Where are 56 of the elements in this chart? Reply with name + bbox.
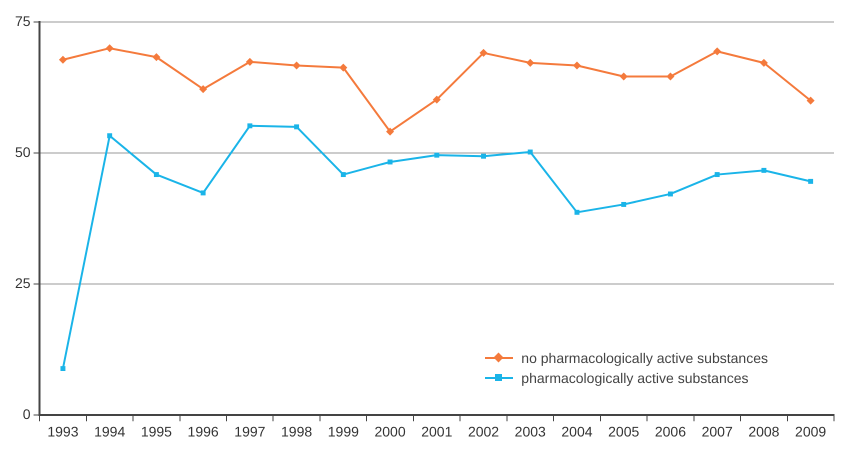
x-tick-label: 1997: [234, 423, 266, 440]
point: [713, 47, 722, 56]
point: [60, 366, 66, 372]
point: [294, 124, 300, 130]
legend-label: no pharmacologically active substances: [521, 350, 768, 366]
x-tick-label: 2003: [514, 423, 546, 440]
point: [574, 210, 580, 215]
x-tick-label: 2002: [468, 423, 500, 440]
point: [760, 58, 768, 67]
point: [107, 133, 112, 138]
x-tick-label: 2007: [702, 423, 733, 440]
point: [714, 172, 720, 178]
x-tick-label: 1994: [94, 423, 126, 440]
x-tick-label: 2008: [748, 423, 780, 440]
x-tick-label: 2004: [561, 423, 593, 440]
x-tick-label: 1999: [328, 423, 360, 440]
point: [481, 154, 486, 159]
point: [106, 44, 114, 52]
point: [340, 172, 346, 178]
point: [434, 152, 440, 158]
point: [668, 191, 673, 196]
point: [620, 72, 628, 81]
point: [154, 172, 159, 178]
legend-label: pharmacologically active substances: [521, 370, 749, 386]
point: [292, 62, 301, 70]
point: [761, 168, 766, 173]
y-tick-label: 25: [14, 274, 31, 291]
point: [200, 190, 206, 196]
x-tick-label: 1995: [140, 423, 172, 440]
x-tick-label: 1998: [281, 423, 312, 440]
y-tick-label: 75: [14, 12, 31, 29]
point: [58, 56, 67, 64]
point: [480, 48, 488, 57]
point: [246, 58, 254, 66]
point: [247, 123, 252, 128]
point: [528, 150, 533, 154]
point: [388, 160, 393, 164]
point: [526, 58, 534, 67]
point: [339, 64, 348, 72]
point: [199, 85, 208, 94]
point: [808, 178, 814, 184]
x-tick-label: 2009: [795, 423, 826, 440]
point: [572, 62, 581, 70]
point: [806, 96, 815, 105]
x-tick-label: 2006: [654, 423, 686, 440]
x-tick-label: 2005: [608, 423, 640, 440]
x-tick-label: 2001: [421, 423, 453, 440]
x-tick-label: 1996: [188, 423, 219, 440]
x-tick-label: 2000: [374, 423, 406, 440]
x-tick-label: 1993: [47, 423, 79, 440]
point: [152, 53, 160, 62]
y-tick-label: 50: [14, 144, 31, 160]
point: [621, 202, 626, 207]
point: [386, 128, 394, 136]
point: [432, 96, 441, 104]
y-tick-label: 0: [22, 406, 31, 422]
